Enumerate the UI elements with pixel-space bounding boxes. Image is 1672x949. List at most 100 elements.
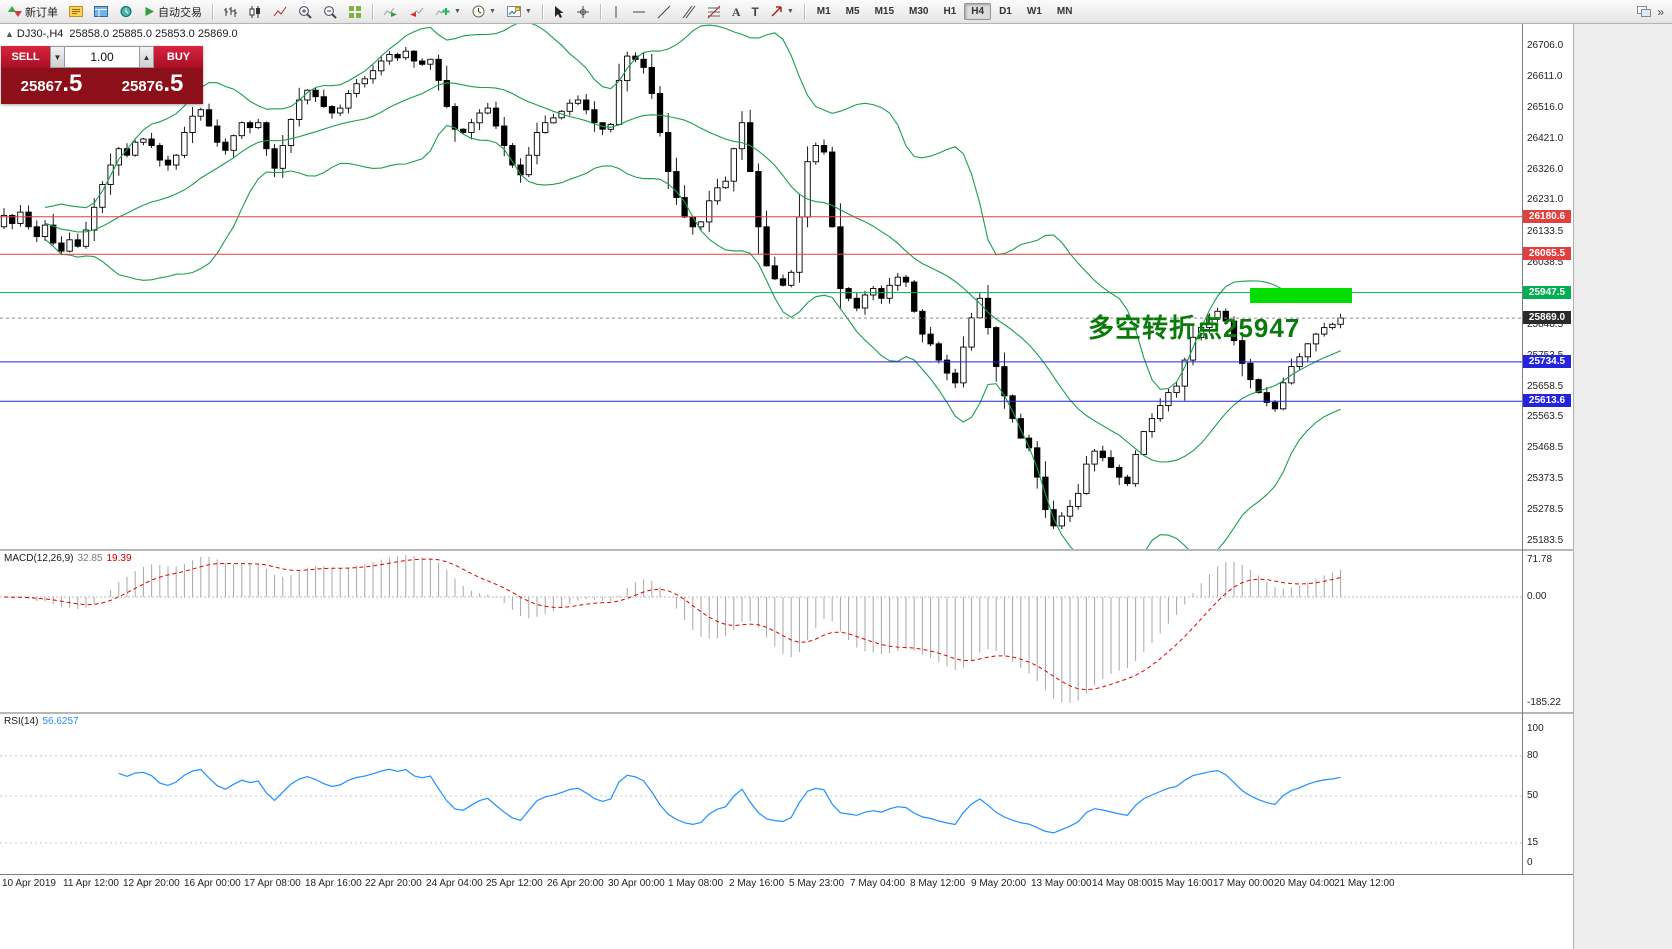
timeframe-h4-button[interactable]: H4 (964, 3, 992, 20)
buy-button[interactable]: BUY (154, 46, 203, 68)
arrow-objects-button[interactable]: ▼ (765, 1, 799, 23)
chart-window[interactable]: ▲ DJ30-,H4 25858.0 25885.0 25853.0 25869.0… (0, 24, 1573, 949)
time-label: 11 Apr 12:00 (63, 878, 119, 889)
macd-indicator-label: MACD(12,26,9) 32.85 19.39 (4, 553, 132, 564)
price-tick-label: 25563.5 (1527, 411, 1564, 422)
chart-shift-icon (410, 7, 424, 17)
main-chart-canvas[interactable] (0, 24, 1522, 549)
time-axis[interactable]: 10 Apr 2019 11 Apr 12:00 12 Apr 20:00 16 Ap… (0, 874, 1573, 892)
zoom-out-icon (324, 5, 337, 19)
autotrading-button[interactable]: 自动交易 (139, 1, 207, 23)
line-chart-button[interactable] (268, 1, 292, 23)
toolbar-overflow-icon[interactable]: » (1657, 4, 1664, 19)
sell-button[interactable]: SELL (1, 46, 50, 68)
trendline-tool-button[interactable] (652, 1, 676, 23)
current-price-badge: 25869.0 (1523, 311, 1571, 324)
vertical-line-tool-button[interactable] (606, 1, 626, 23)
price-tick-label: 25753.5 (1527, 350, 1564, 361)
text-label-tool-button[interactable]: T (746, 1, 763, 23)
indicators-icon (435, 8, 450, 16)
time-label: 14 May 08:00 (1092, 878, 1153, 889)
dropdown-caret-icon: ▼ (786, 8, 794, 15)
auto-scroll-button[interactable] (378, 1, 403, 23)
timeframe-w1-button[interactable]: W1 (1026, 6, 1042, 17)
rsi-pane-resizer[interactable] (0, 712, 1573, 714)
toolbar-separator (803, 3, 805, 20)
sell-price[interactable]: 25867.5 (1, 68, 102, 104)
candlestick-chart-button[interactable] (243, 1, 267, 23)
time-label: 1 May 08:00 (668, 878, 724, 889)
macd-scale-label: 0.00 (1527, 591, 1547, 602)
horizontal-line-tool-button[interactable] (627, 1, 651, 23)
fibonacci-icon (707, 5, 721, 18)
time-label: 12 Apr 20:00 (123, 878, 180, 889)
one-click-trading-panel: SELL ▼ 1.00 ▲ BUY 25867.5 25876.5 (1, 46, 203, 104)
time-label: 8 May 12:00 (910, 878, 966, 889)
time-label: 7 May 04:00 (850, 878, 906, 889)
periods-button[interactable]: ▼ (467, 1, 501, 23)
rsi-pane-canvas[interactable] (0, 714, 1522, 874)
timeframe-m15-button[interactable]: M15 (874, 6, 895, 17)
timeframe-m5-button[interactable]: M5 (845, 6, 860, 17)
timeframe-mn-button[interactable]: MN (1056, 6, 1073, 17)
data-window-icon (94, 6, 108, 17)
buy-price[interactable]: 25876.5 (102, 68, 203, 104)
timeframe-m30-button[interactable]: M30 (909, 6, 929, 17)
new-order-icon (8, 6, 22, 17)
metaeditor-button[interactable] (64, 1, 88, 23)
chart-text-annotation[interactable]: 多空转折点25947 (1088, 313, 1301, 343)
rsi-scale-label: 80 (1527, 750, 1539, 761)
cursor-icon (554, 5, 564, 18)
text-tool-icon: A (731, 4, 741, 19)
macd-pane-resizer[interactable] (0, 549, 1573, 551)
horizontal-line-icon (632, 11, 645, 12)
toolbar-separator (212, 3, 213, 20)
price-tick-label: 26421.0 (1527, 133, 1564, 144)
timeframe-m1-button[interactable]: M1 (816, 6, 831, 17)
rsi-scale-label: 100 (1527, 723, 1544, 734)
rsi-scale-label: 15 (1527, 837, 1539, 848)
channel-tool-button[interactable] (677, 1, 701, 23)
rsi-indicator-label: RSI(14) 56.6257 (4, 716, 79, 727)
time-label: 17 May 00:00 (1213, 878, 1274, 889)
arrow-objects-icon (771, 6, 782, 17)
text-tool-button[interactable]: A (727, 1, 746, 23)
symbol-quote-label: ▲ DJ30-,H4 25858.0 25885.0 25853.0 25869.0 (5, 28, 238, 40)
chart-shift-button[interactable] (404, 1, 429, 23)
strategy-tester-icon (120, 6, 132, 17)
bar-chart-button[interactable] (218, 1, 242, 23)
volume-decrease-button[interactable]: ▼ (50, 46, 65, 68)
indicators-button[interactable]: ▼ (430, 1, 466, 23)
horizontal-level-lines (0, 216, 1522, 402)
volume-input[interactable]: 1.00 (65, 46, 139, 68)
time-label: 30 Apr 00:00 (608, 878, 665, 889)
chart-windows-icon[interactable] (1637, 5, 1652, 18)
new-order-button[interactable]: 新订单 (3, 1, 63, 23)
ohlc-quotes: 25858.0 25885.0 25853.0 25869.0 (69, 28, 238, 40)
zoom-out-button[interactable] (318, 1, 342, 23)
timeframe-d1-button[interactable]: D1 (999, 6, 1012, 17)
time-label: 25 Apr 12:00 (486, 878, 543, 889)
level-price-badge: 26180.6 (1523, 210, 1571, 223)
crosshair-button[interactable] (571, 1, 595, 23)
rsi-name: RSI(14) (4, 716, 39, 727)
candlestick-chart-icon (249, 5, 260, 18)
sell-price-main: 25867 (20, 78, 63, 95)
time-label: 2 May 16:00 (729, 878, 785, 889)
rsi-scale-label: 0 (1527, 857, 1533, 868)
volume-increase-button[interactable]: ▲ (139, 46, 154, 68)
cursor-button[interactable] (548, 1, 570, 23)
timeframe-h1-button[interactable]: H1 (943, 6, 957, 17)
tile-windows-button[interactable] (343, 1, 367, 23)
strategy-tester-button[interactable] (114, 1, 138, 23)
dropdown-caret-icon: ▼ (488, 8, 496, 15)
time-label: 21 May 12:00 (1334, 878, 1395, 889)
fibonacci-tool-button[interactable] (702, 1, 726, 23)
data-window-button[interactable] (89, 1, 113, 23)
text-label-icon: T (751, 4, 759, 19)
macd-pane-canvas[interactable] (0, 551, 1522, 712)
level-price-badge: 26065.5 (1523, 247, 1571, 260)
zoom-in-button[interactable] (293, 1, 317, 23)
templates-button[interactable]: ▼ (502, 1, 537, 23)
highlight-rectangle[interactable] (1250, 288, 1352, 303)
